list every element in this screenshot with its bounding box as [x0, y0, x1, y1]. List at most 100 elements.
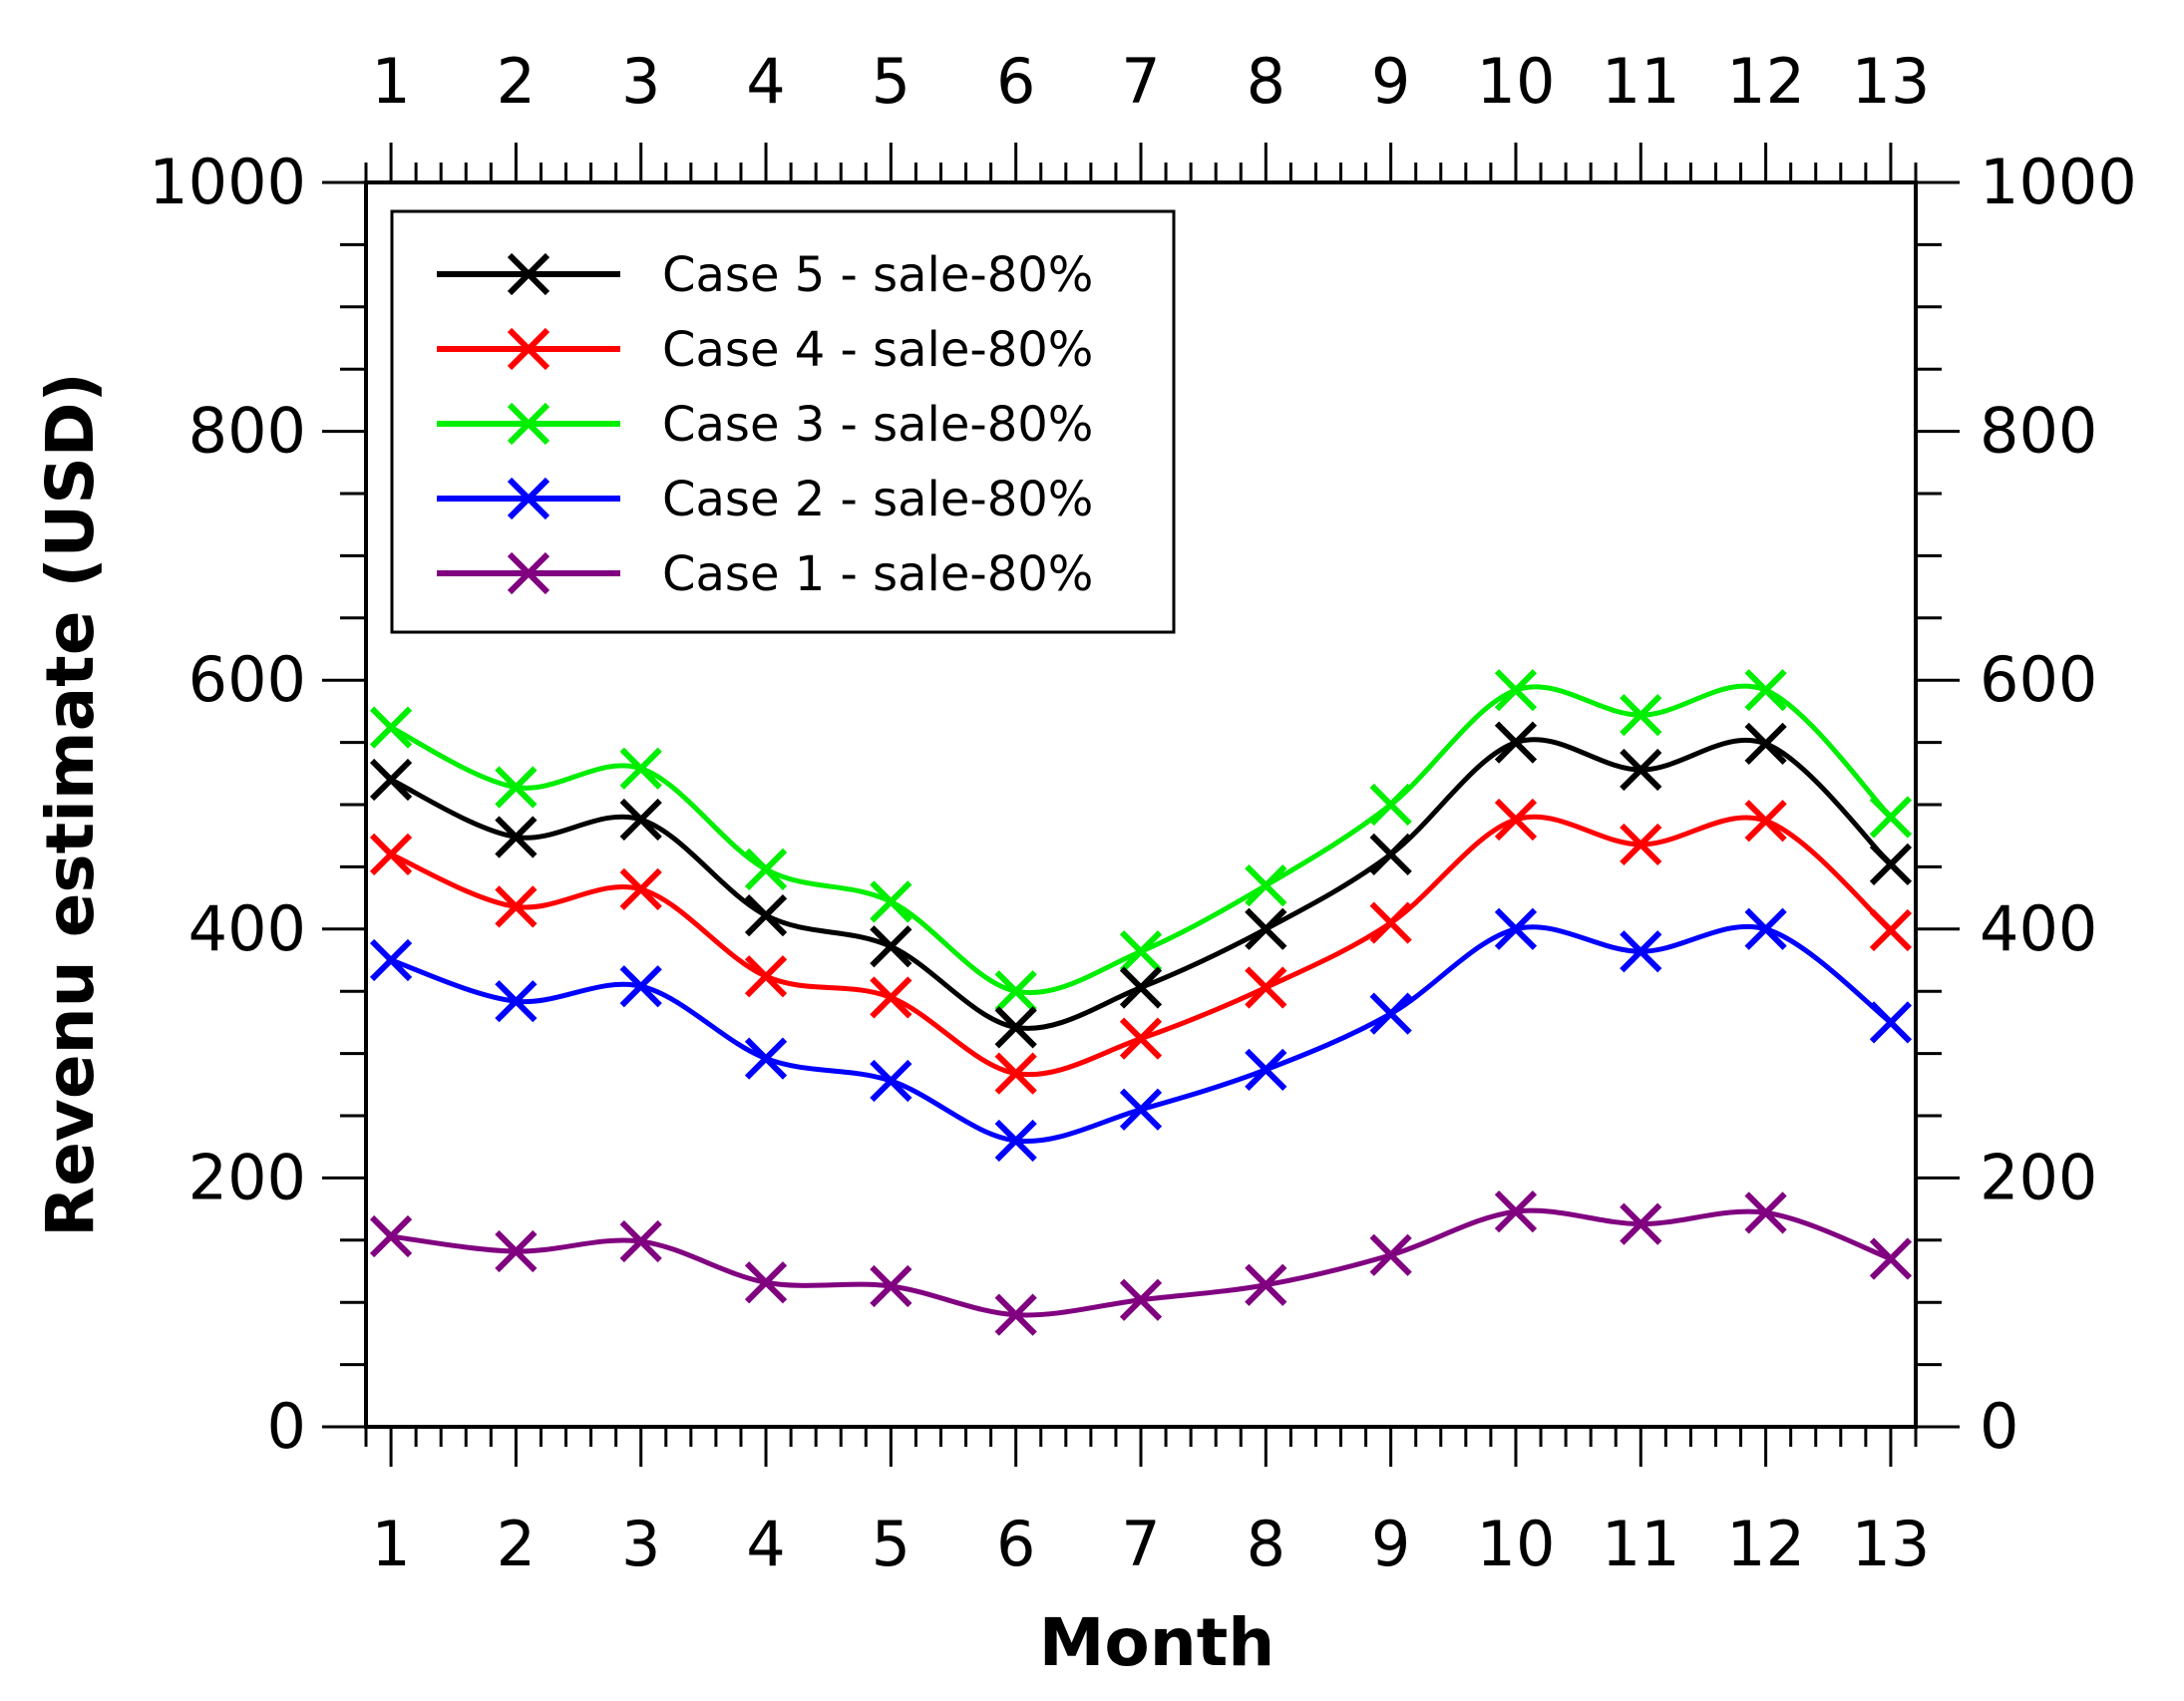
legend-marker: [507, 402, 550, 446]
y-tick-label: 1000: [149, 146, 306, 218]
data-point-marker: [619, 965, 662, 1008]
data-point-marker: [369, 1214, 413, 1258]
x-tick-label: 11: [1602, 1508, 1680, 1580]
data-point-marker: [1620, 930, 1662, 973]
x-tick-label: 4: [746, 1508, 785, 1580]
data-point-marker: [619, 798, 662, 842]
series-case-1-sale-80: [369, 1190, 1913, 1336]
data-point-marker: [870, 1059, 912, 1103]
legend-label: Case 5 - sale-80%: [662, 247, 1093, 303]
y-tick-label: 200: [188, 1141, 306, 1213]
data-point-marker: [1869, 843, 1913, 886]
data-point-marker: [619, 1219, 662, 1263]
data-point-marker: [1869, 1237, 1913, 1280]
data-point-marker: [1620, 748, 1662, 792]
x-tick-label: 5: [872, 1508, 910, 1580]
data-point-marker: [1119, 966, 1163, 1009]
x-tick-label: 6: [996, 1508, 1035, 1580]
data-point-marker: [495, 980, 538, 1023]
legend-label: Case 1 - sale-80%: [662, 546, 1093, 602]
x-tick-label-top: 10: [1477, 45, 1556, 118]
data-point-marker: [744, 1261, 788, 1304]
data-point-marker: [1119, 1017, 1163, 1060]
data-point-marker: [1119, 1278, 1163, 1321]
x-tick-label-top: 5: [872, 45, 910, 118]
data-point-marker: [744, 893, 788, 937]
data-point-marker: [1620, 823, 1662, 866]
x-tick-label: 9: [1371, 1508, 1410, 1580]
data-point-marker: [1744, 907, 1787, 950]
legend-marker: [507, 327, 550, 371]
y-tick-label: 400: [188, 892, 306, 965]
legend-marker: [507, 477, 550, 520]
x-tick-labels-bottom: 1 2 3 4 5 6 7 8 9 10 11 12 13: [371, 1508, 1930, 1580]
y-tick-label-right: 0: [1980, 1390, 2018, 1463]
series-case-5-sale-80: [369, 721, 1913, 1049]
data-point-marker: [495, 816, 538, 858]
x-tick-label-top: 2: [497, 45, 536, 118]
x-tick-label: 13: [1851, 1508, 1930, 1580]
data-point-marker: [1119, 930, 1163, 973]
x-tick-label-top: 8: [1247, 45, 1285, 118]
x-tick-label: 7: [1121, 1508, 1160, 1580]
data-point-marker: [1369, 833, 1412, 876]
data-point-marker: [1494, 669, 1538, 712]
data-point-marker: [1245, 907, 1287, 950]
y-tick-label-right: 800: [1980, 395, 2097, 468]
data-point-marker: [369, 833, 413, 876]
data-point-marker: [994, 1052, 1037, 1095]
x-tick-label-top: 1: [371, 45, 410, 118]
legend-item: Case 4 - sale-80%: [437, 322, 1093, 378]
data-point-marker: [994, 1006, 1037, 1049]
data-point-marker: [1744, 722, 1787, 765]
x-tick-label-top: 9: [1371, 45, 1410, 118]
x-tick-label-top: 4: [746, 45, 785, 118]
legend-marker: [507, 551, 550, 595]
legend-item: Case 1 - sale-80%: [437, 546, 1093, 602]
axis-ticks: [322, 143, 1960, 1467]
series-case-3-sale-80: [369, 669, 1913, 1013]
data-point-marker: [1245, 1048, 1287, 1091]
x-tick-label-top: 3: [621, 45, 660, 118]
x-tick-label-top: 11: [1602, 45, 1680, 118]
data-point-marker: [1369, 1233, 1412, 1276]
y-tick-label-right: 1000: [1980, 146, 2137, 218]
legend-item: Case 3 - sale-80%: [437, 397, 1093, 453]
data-point-marker: [1494, 907, 1538, 950]
legend: Case 5 - sale-80% Case 4 - sale-80% Case 3…: [390, 209, 1176, 634]
data-point-marker: [1869, 1001, 1913, 1044]
x-tick-label: 3: [621, 1508, 660, 1580]
data-point-marker: [1620, 1202, 1662, 1245]
data-point-marker: [870, 1264, 912, 1308]
legend-label: Case 2 - sale-80%: [662, 472, 1093, 527]
data-point-marker: [744, 955, 788, 998]
legend-items: Case 5 - sale-80% Case 4 - sale-80% Case 3…: [437, 247, 1093, 602]
data-point-marker: [1869, 796, 1913, 839]
x-tick-label-top: 12: [1726, 45, 1805, 118]
y-tick-labels-left: 0 200 400 600 800 1000: [149, 146, 306, 1463]
data-point-marker: [619, 747, 662, 790]
x-tick-label-top: 13: [1851, 45, 1930, 118]
data-point-marker: [1245, 863, 1287, 907]
data-point-marker: [1494, 1190, 1538, 1233]
series-layer: [369, 669, 1913, 1336]
data-point-marker: [1744, 1191, 1787, 1234]
y-tick-label: 600: [188, 643, 306, 716]
x-tick-label: 8: [1247, 1508, 1285, 1580]
data-point-marker: [495, 1229, 538, 1273]
data-point-marker: [1744, 669, 1787, 712]
x-tick-label-top: 6: [996, 45, 1035, 118]
data-point-marker: [1245, 966, 1287, 1009]
x-tick-label: 1: [371, 1508, 410, 1580]
x-tick-labels-top: 1 2 3 4 5 6 7 8 9 10 11 12 13: [371, 45, 1930, 118]
data-point-marker: [994, 1293, 1037, 1336]
data-point-marker: [1369, 992, 1412, 1035]
data-point-marker: [1620, 694, 1662, 737]
x-axis-title: Month: [1039, 1604, 1275, 1681]
data-point-marker: [1494, 798, 1538, 842]
y-axis-title: Revenu estimate (USD): [32, 372, 109, 1236]
series-case-2-sale-80: [369, 907, 1913, 1163]
legend-item: Case 2 - sale-80%: [437, 472, 1093, 527]
data-point-marker: [744, 1037, 788, 1080]
